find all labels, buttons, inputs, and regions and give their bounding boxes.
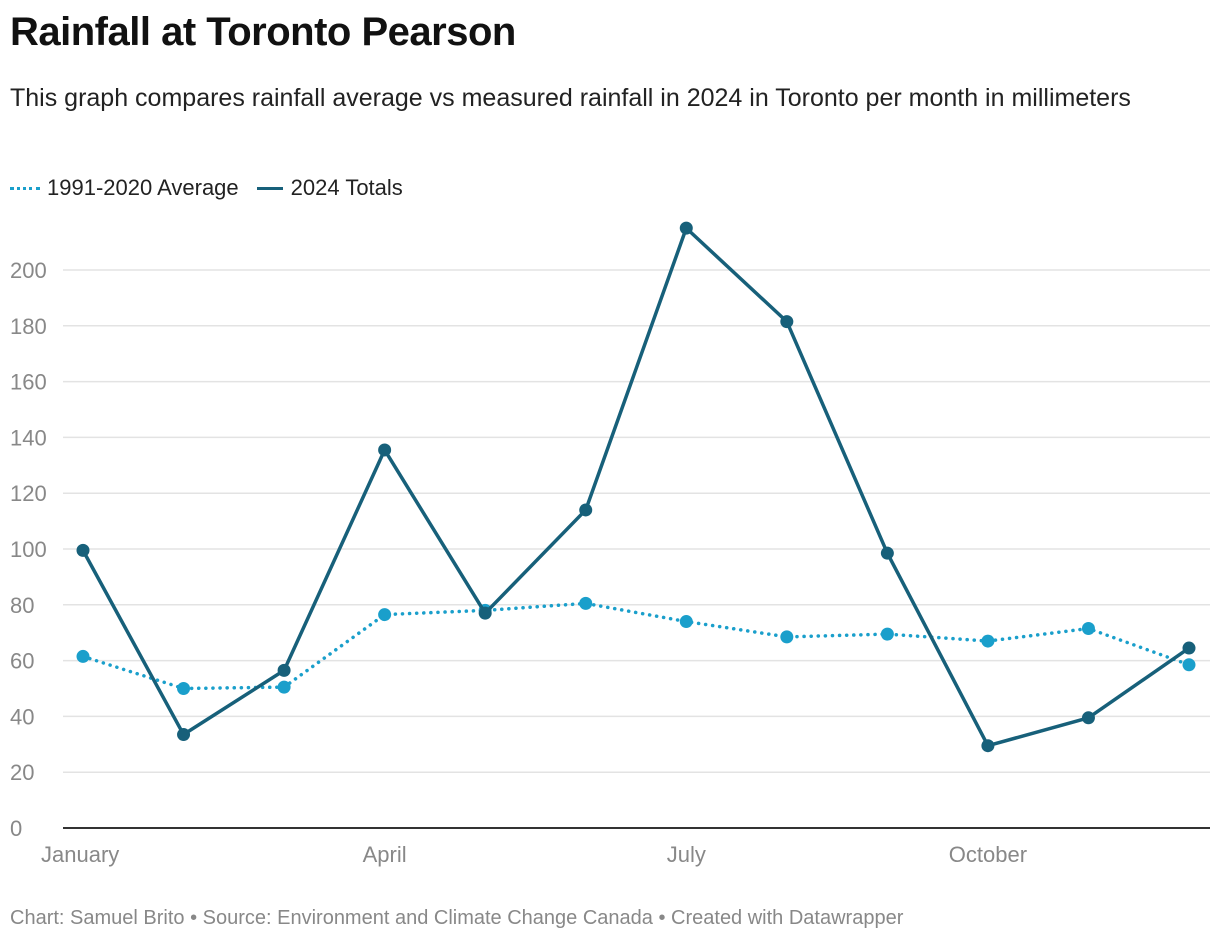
totals-data-point: [880, 546, 894, 560]
totals-data-point: [76, 543, 90, 557]
average-data-point: [277, 680, 291, 694]
legend-item-average: 1991-2020 Average: [10, 175, 239, 201]
totals-data-point: [981, 739, 995, 753]
totals-data-point: [378, 443, 392, 457]
totals-data-point: [679, 221, 693, 235]
y-tick-label: 160: [10, 370, 47, 395]
average-data-point: [1182, 658, 1196, 672]
average-data-point: [679, 615, 693, 629]
series-2024-totals: [76, 221, 1196, 753]
x-tick-label: July: [667, 842, 706, 867]
average-data-point: [880, 627, 894, 641]
totals-data-point: [478, 606, 492, 620]
legend-label-totals: 2024 Totals: [290, 175, 403, 200]
totals-data-point: [1182, 641, 1196, 655]
footer-separator: •: [184, 907, 203, 929]
legend-swatch-totals: [256, 186, 283, 190]
totals-data-point: [780, 315, 794, 329]
series-average: [76, 596, 1196, 695]
average-series-line: [81, 601, 1191, 691]
y-tick-label: 20: [10, 760, 34, 785]
legend: 1991-2020 Average 2024 Totals: [10, 174, 421, 202]
footer-source: Source: Environment and Climate Change C…: [202, 907, 653, 929]
legend-label-average: 1991-2020 Average: [47, 175, 239, 200]
average-data-point: [76, 649, 90, 663]
legend-item-totals: 2024 Totals: [256, 175, 403, 201]
totals-data-point: [579, 503, 593, 517]
y-tick-label: 120: [10, 481, 47, 506]
x-tick-label: January: [41, 842, 119, 867]
footer-created-with: Created with Datawrapper: [671, 907, 904, 929]
y-tick-label: 140: [10, 425, 47, 450]
average-data-point: [177, 682, 191, 695]
average-data-point: [780, 630, 794, 644]
footer-separator: •: [652, 907, 672, 929]
totals-series-line: [81, 226, 1191, 748]
average-data-point: [981, 634, 995, 648]
x-axis-tick-labels: January April July October: [41, 842, 1027, 867]
totals-data-point: [177, 728, 191, 742]
y-tick-label: 200: [10, 258, 47, 283]
totals-data-point: [1081, 711, 1095, 725]
y-tick-label: 180: [10, 314, 47, 339]
line-chart: 0 20 40 60 80 100 120 140 160 180 200 January April…: [10, 221, 1210, 867]
y-tick-label: 0: [10, 816, 22, 841]
totals-data-point: [277, 663, 291, 677]
legend-swatch-average: [10, 186, 40, 190]
average-data-point: [1081, 622, 1095, 636]
x-tick-label: October: [949, 842, 1027, 867]
y-tick-label: 100: [10, 537, 47, 562]
chart-footer: Chart: Samuel Brito • Source: Environmen…: [10, 907, 903, 930]
y-tick-label: 80: [10, 593, 34, 618]
average-data-point: [378, 608, 392, 622]
y-tick-label: 40: [10, 704, 34, 729]
y-axis-tick-labels: 0 20 40 60 80 100 120 140 160 180 200: [10, 258, 47, 841]
gridlines: [63, 269, 1210, 773]
y-tick-label: 60: [10, 649, 34, 674]
footer-credit: Chart: Samuel Brito: [10, 907, 185, 929]
chart-subtitle: This graph compares rainfall average vs …: [10, 84, 1131, 112]
x-tick-label: April: [363, 842, 407, 867]
average-data-point: [579, 596, 593, 610]
chart-title: Rainfall at Toronto Pearson: [10, 10, 516, 54]
